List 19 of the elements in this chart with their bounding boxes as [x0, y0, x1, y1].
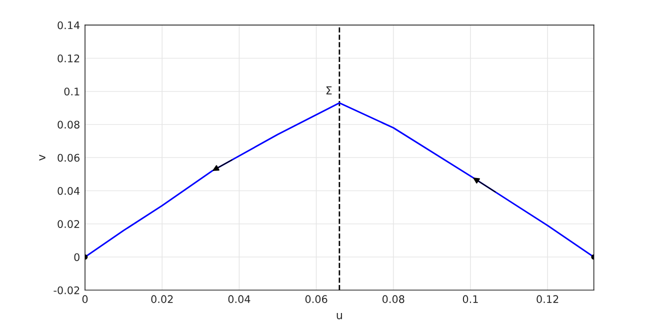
- y-tick-label: 0.02: [58, 220, 80, 228]
- y-tick-label: 0.12: [58, 54, 80, 62]
- y-tick-label: -0.02: [54, 286, 80, 294]
- x-tick-label: 0: [82, 295, 88, 304]
- x-tick-label: 0.12: [536, 295, 558, 304]
- y-tick-label: 0: [74, 253, 80, 262]
- x-tick-label: 0.02: [151, 295, 173, 304]
- y-tick-label: 0.14: [58, 21, 80, 30]
- y-tick-label: 0.06: [58, 154, 80, 162]
- y-tick-label: 0.08: [58, 120, 80, 129]
- y-axis-title: v: [39, 154, 46, 161]
- x-tick-label: 0.04: [228, 295, 250, 304]
- x-tick-label: 0.06: [305, 295, 328, 304]
- x-axis-title: u: [336, 312, 342, 320]
- x-tick-label: 0.1: [462, 295, 478, 304]
- y-tick-label: 0.1: [64, 88, 80, 96]
- ref-line-label: Σ: [326, 86, 332, 94]
- y-tick-label: 0.04: [58, 186, 80, 195]
- x-tick-label: 0.08: [382, 295, 404, 304]
